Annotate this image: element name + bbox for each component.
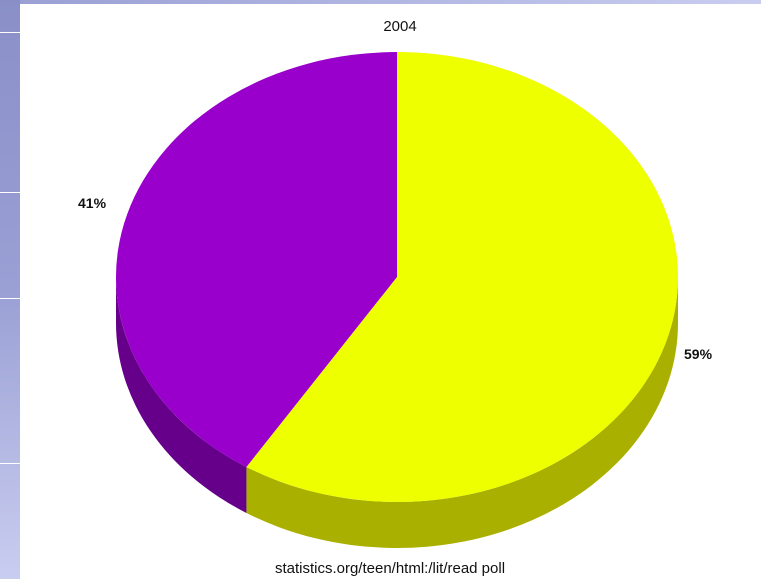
source-caption: statistics.org/teen/html:/lit/read poll xyxy=(274,560,506,577)
slice-label-59: 59% xyxy=(684,346,713,362)
pie-slice-1 xyxy=(115,52,397,467)
pie-side-0 xyxy=(246,277,678,548)
chart-title: 2004 xyxy=(383,18,417,35)
pie-slice-0 xyxy=(246,52,678,502)
slice-label-41: 41% xyxy=(78,195,107,211)
slide-side-strip xyxy=(0,0,20,579)
slide-top-strip xyxy=(20,0,761,4)
pie-side-1 xyxy=(116,277,247,513)
